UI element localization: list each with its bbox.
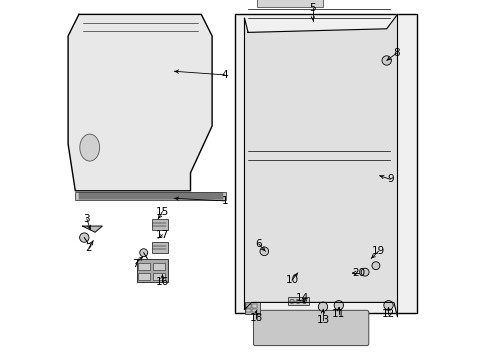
Bar bbox=[288, 297, 309, 305]
Bar bbox=[245, 309, 250, 312]
Circle shape bbox=[318, 302, 327, 311]
Circle shape bbox=[361, 268, 368, 276]
Bar bbox=[151, 242, 168, 253]
Circle shape bbox=[295, 299, 300, 303]
Text: 5: 5 bbox=[309, 3, 316, 13]
Text: 4: 4 bbox=[221, 70, 227, 80]
Circle shape bbox=[333, 301, 343, 310]
Bar bbox=[138, 273, 150, 280]
Bar bbox=[244, 302, 259, 314]
Bar bbox=[257, 0, 322, 7]
Bar bbox=[75, 192, 226, 200]
Text: 8: 8 bbox=[392, 48, 399, 58]
Circle shape bbox=[371, 262, 379, 270]
Text: 17: 17 bbox=[156, 230, 169, 240]
Bar bbox=[136, 259, 168, 282]
Bar bbox=[252, 304, 257, 308]
Bar bbox=[245, 304, 250, 308]
Polygon shape bbox=[244, 14, 397, 317]
Text: 3: 3 bbox=[83, 214, 90, 224]
Text: 16: 16 bbox=[156, 276, 169, 287]
Circle shape bbox=[289, 299, 294, 303]
Bar bbox=[153, 263, 165, 270]
Text: 13: 13 bbox=[316, 315, 329, 325]
Text: 19: 19 bbox=[371, 246, 384, 256]
Circle shape bbox=[381, 56, 390, 65]
Text: 7: 7 bbox=[132, 258, 139, 269]
Circle shape bbox=[80, 233, 89, 242]
Circle shape bbox=[140, 249, 147, 257]
Text: 1: 1 bbox=[221, 196, 227, 206]
Bar bbox=[252, 309, 257, 312]
FancyBboxPatch shape bbox=[253, 310, 368, 346]
Text: 11: 11 bbox=[331, 309, 345, 319]
Polygon shape bbox=[68, 14, 212, 191]
Circle shape bbox=[302, 299, 306, 303]
Text: 2: 2 bbox=[85, 243, 92, 253]
Circle shape bbox=[260, 247, 268, 256]
Bar bbox=[153, 273, 165, 280]
Text: 9: 9 bbox=[386, 174, 393, 184]
Bar bbox=[151, 219, 168, 230]
Text: 20: 20 bbox=[352, 268, 365, 278]
Text: 14: 14 bbox=[296, 293, 309, 303]
Text: 15: 15 bbox=[156, 207, 169, 217]
Text: 10: 10 bbox=[285, 275, 298, 285]
Bar bbox=[235, 14, 416, 313]
Text: 12: 12 bbox=[381, 309, 394, 319]
Bar bbox=[138, 263, 150, 270]
Text: 18: 18 bbox=[249, 312, 262, 323]
Text: 6: 6 bbox=[255, 239, 262, 249]
Polygon shape bbox=[82, 226, 102, 232]
Circle shape bbox=[383, 301, 392, 310]
Ellipse shape bbox=[80, 134, 100, 161]
